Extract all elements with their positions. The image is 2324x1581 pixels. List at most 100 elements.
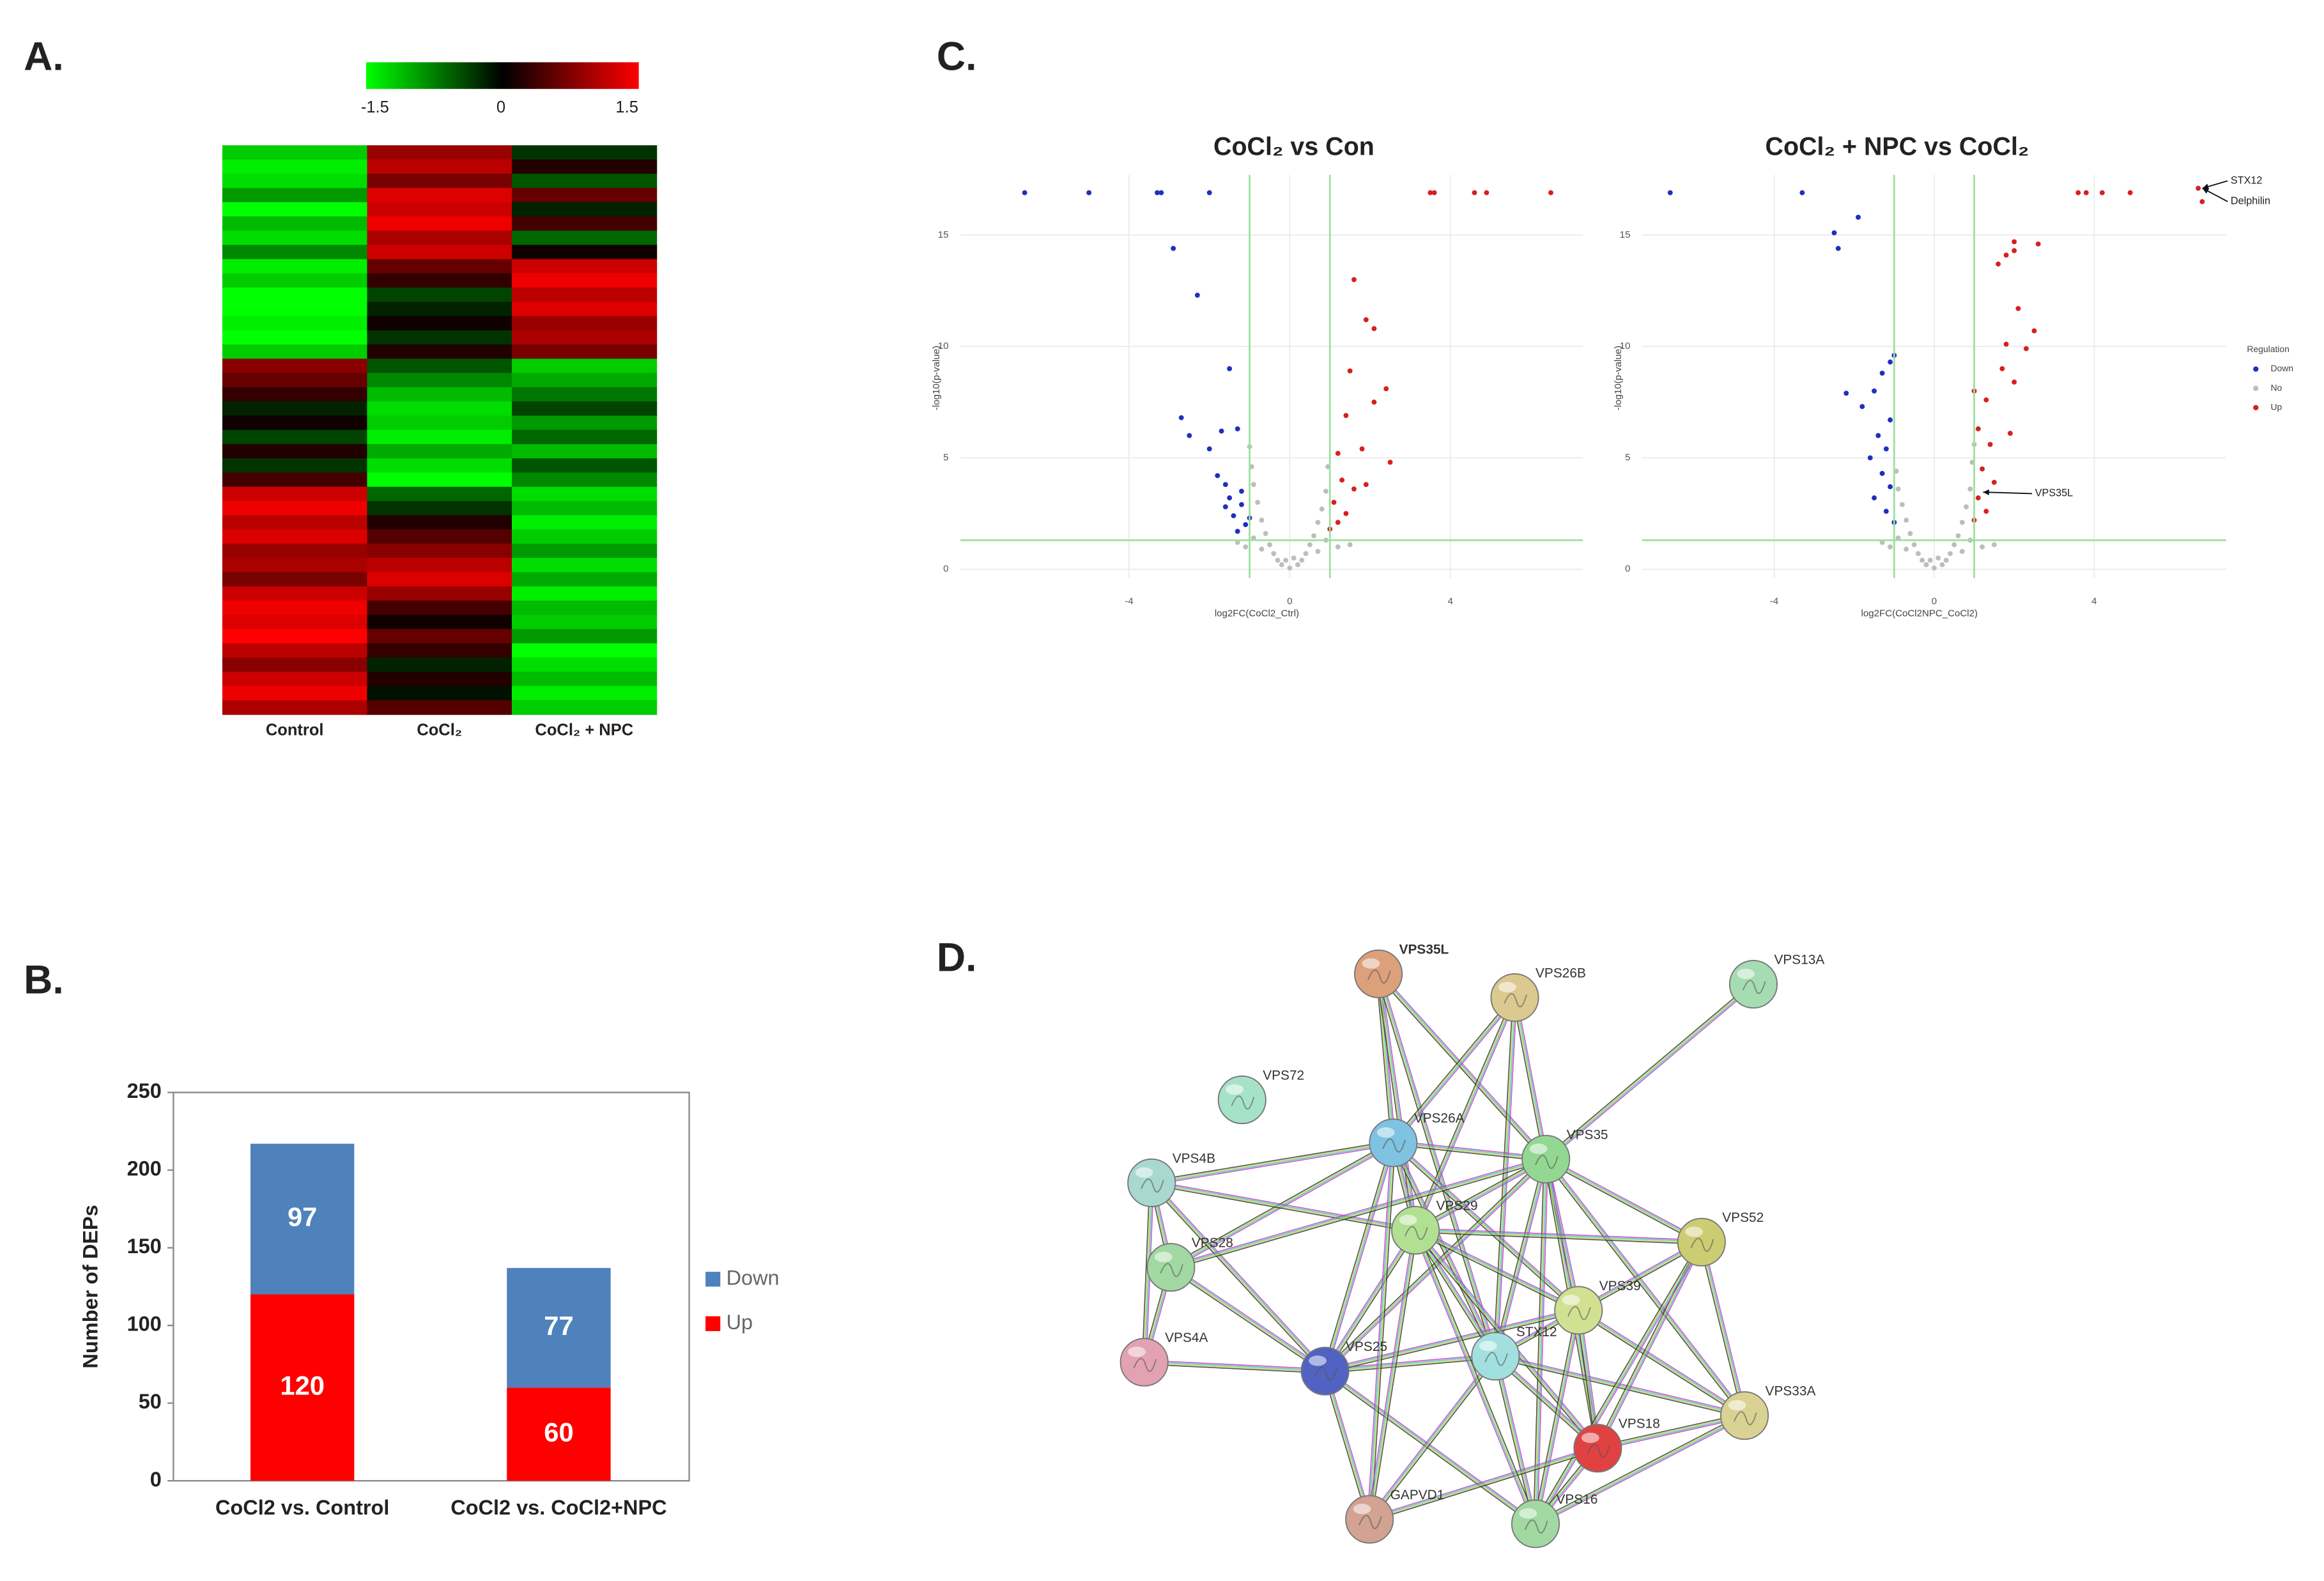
point: [1323, 488, 1328, 494]
heatmap-cell: [222, 543, 368, 559]
legend-label: Down: [2270, 363, 2293, 373]
point: [1250, 482, 1256, 488]
y-tick-label: 10: [938, 341, 949, 351]
network-edge: [1413, 1231, 1534, 1525]
network-edge: [1546, 1157, 1703, 1241]
network-edge: [1378, 973, 1417, 1231]
x-tick-label: CoCl2 vs. Control: [215, 1496, 389, 1519]
y-axis-label: -log10(p-value): [1613, 346, 1624, 410]
node-structure: [1567, 1306, 1591, 1320]
legend-label: Down: [727, 1266, 780, 1289]
node-label: VPS26A: [1414, 1111, 1465, 1126]
annotation: VPS35L: [2035, 488, 2074, 499]
network-edge: [1495, 1355, 1745, 1415]
heatmap-cell: [512, 486, 658, 502]
colorbar: [366, 62, 639, 89]
point: [1980, 544, 1985, 550]
network-edge: [1495, 1356, 1745, 1417]
point: [1359, 446, 1365, 452]
point: [1843, 390, 1849, 396]
point: [2012, 248, 2017, 254]
heatmap-cell: [512, 629, 658, 644]
point: [1287, 565, 1293, 571]
point: [1279, 562, 1284, 567]
x-tick-label: -4: [1770, 596, 1778, 607]
point: [1158, 190, 1164, 196]
network-edge: [1323, 1372, 1535, 1526]
heatmap-cell: [222, 401, 368, 417]
point: [1895, 486, 1901, 492]
point: [2012, 239, 2017, 245]
network-edge: [1597, 1242, 1703, 1449]
node-label: VPS4A: [1165, 1330, 1208, 1345]
network-edge: [1326, 1143, 1396, 1372]
point: [2015, 305, 2021, 311]
heatmap-cell: [367, 287, 512, 302]
heatmap-cell: [222, 600, 368, 615]
network-edge: [1512, 998, 1544, 1160]
point: [1335, 544, 1341, 550]
y-tick-label: 10: [1620, 341, 1631, 351]
heatmap-cell: [512, 145, 658, 160]
x-tick-label: 4: [1448, 596, 1453, 607]
point: [1888, 544, 1893, 550]
point: [1879, 539, 1885, 545]
panel-label: B.: [24, 957, 64, 1002]
network-edge: [1597, 1414, 1745, 1448]
network-edge: [1323, 1142, 1394, 1371]
heatmap-cell: [222, 159, 368, 174]
node-label: VPS16: [1556, 1492, 1597, 1507]
network-edge: [1325, 1311, 1580, 1374]
point: [1022, 190, 1027, 196]
point: [1975, 495, 1981, 501]
point: [1222, 504, 1228, 510]
network-edge: [1493, 1158, 1545, 1356]
network-edge: [1495, 998, 1516, 1357]
network-edge: [1534, 1413, 1744, 1523]
data-label: 97: [288, 1202, 317, 1232]
point: [1883, 446, 1889, 452]
network-edge: [1368, 1143, 1394, 1520]
network-edge: [1544, 1160, 1701, 1245]
point: [1243, 544, 1249, 550]
x-tick-label: CoCl2 vs. CoCl2+NPC: [450, 1496, 666, 1519]
legend-label: No: [2270, 382, 2282, 392]
node-label: VPS28: [1192, 1236, 1233, 1251]
annotation-arrow: [1983, 491, 2033, 495]
network-edge: [1390, 1143, 1495, 1358]
point: [1215, 473, 1220, 479]
heatmap-cell: [367, 558, 512, 573]
node-label: VPS26B: [1535, 966, 1586, 980]
network-edge: [1545, 983, 1753, 1159]
node-highlight: [1135, 1167, 1153, 1178]
point: [1883, 509, 1889, 514]
network-edge: [1703, 1241, 1747, 1415]
y-axis-label: -log10(p-value): [931, 346, 942, 410]
heatmap-cell: [222, 387, 368, 402]
panel-label: D.: [937, 936, 977, 980]
network-edge: [1371, 1143, 1396, 1520]
network-edge: [1151, 1180, 1416, 1229]
point: [1872, 388, 1877, 394]
heatmap-cell: [512, 373, 658, 388]
network-edge: [1547, 1157, 1747, 1415]
node-label: VPS72: [1263, 1068, 1304, 1083]
heatmap-cell: [222, 316, 368, 331]
network-edge: [1546, 1158, 1702, 1242]
network-edge: [1369, 1143, 1395, 1520]
legend-label: Up: [727, 1311, 753, 1334]
network-edge: [1534, 1159, 1546, 1524]
network-edge: [1579, 1308, 1746, 1415]
heatmap-cell: [367, 302, 512, 317]
heatmap-cell: [512, 387, 658, 402]
heatmap-cell: [222, 230, 368, 245]
heatmap-cell: [367, 657, 512, 672]
point: [2199, 199, 2205, 204]
point: [1932, 565, 1937, 571]
heatmap-cell: [367, 686, 512, 701]
point: [1259, 546, 1265, 552]
network-edge: [1369, 1356, 1497, 1520]
heatmap-cell: [512, 529, 658, 544]
point: [1831, 230, 1837, 236]
network-edge: [1371, 1230, 1419, 1520]
